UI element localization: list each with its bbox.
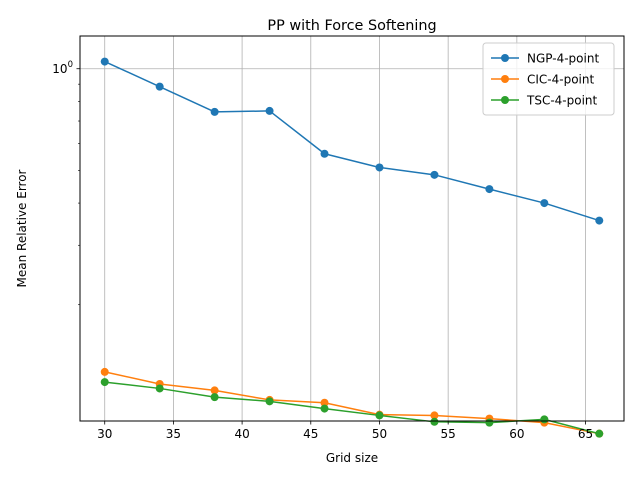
data-point xyxy=(100,367,109,376)
data-point xyxy=(375,411,384,420)
legend-box xyxy=(482,42,615,116)
data-point xyxy=(595,429,604,438)
data-point xyxy=(540,199,549,208)
plot-frame xyxy=(79,35,625,422)
data-point xyxy=(320,149,329,158)
data-point xyxy=(210,393,219,402)
data-point xyxy=(265,397,274,406)
tick-layer: 30 35 40 45 50 55 60 65 100 xyxy=(52,60,593,441)
data-point xyxy=(540,415,549,424)
data-point xyxy=(595,216,604,225)
data-point xyxy=(485,418,494,427)
data-point xyxy=(320,398,329,407)
data-point xyxy=(320,404,329,413)
data-point xyxy=(210,107,219,116)
data-point xyxy=(265,106,274,115)
chart-title: PP with Force Softening xyxy=(267,18,436,34)
x-tick-label: 60 xyxy=(509,427,524,441)
y-tick-label-exponent: 0 xyxy=(68,60,73,70)
x-tick-label: 35 xyxy=(166,427,181,441)
data-point xyxy=(430,417,439,426)
legend-marker xyxy=(501,96,509,104)
x-axis-label: Grid size xyxy=(326,451,378,465)
data-point xyxy=(430,411,439,420)
y-tick-label-base: 10 xyxy=(52,62,67,76)
x-tick-label: 50 xyxy=(372,427,387,441)
legend-marker xyxy=(501,75,509,83)
legend-marker xyxy=(501,54,509,62)
x-tick-label: 65 xyxy=(578,427,593,441)
x-tick-label: 40 xyxy=(234,427,249,441)
legend-label: CIC-4-point xyxy=(527,73,594,87)
legend-label: TSC-4-point xyxy=(526,94,598,108)
data-point xyxy=(155,384,164,393)
data-point xyxy=(155,82,164,91)
x-tick-label: 45 xyxy=(303,427,318,441)
x-tick-label: 55 xyxy=(441,427,456,441)
legend-label: NGP-4-point xyxy=(527,52,599,66)
data-point xyxy=(375,163,384,172)
y-axis-label: Mean Relative Error xyxy=(15,169,29,287)
series-line xyxy=(104,60,600,222)
data-point xyxy=(430,170,439,179)
y-tick-label: 100 xyxy=(52,60,73,76)
legend: NGP-4-point CIC-4-point TSC-4-point xyxy=(482,42,615,116)
x-tick-label: 30 xyxy=(97,427,112,441)
data-point xyxy=(210,386,219,395)
data-point xyxy=(485,185,494,194)
data-point xyxy=(100,378,109,387)
data-point xyxy=(100,57,109,66)
